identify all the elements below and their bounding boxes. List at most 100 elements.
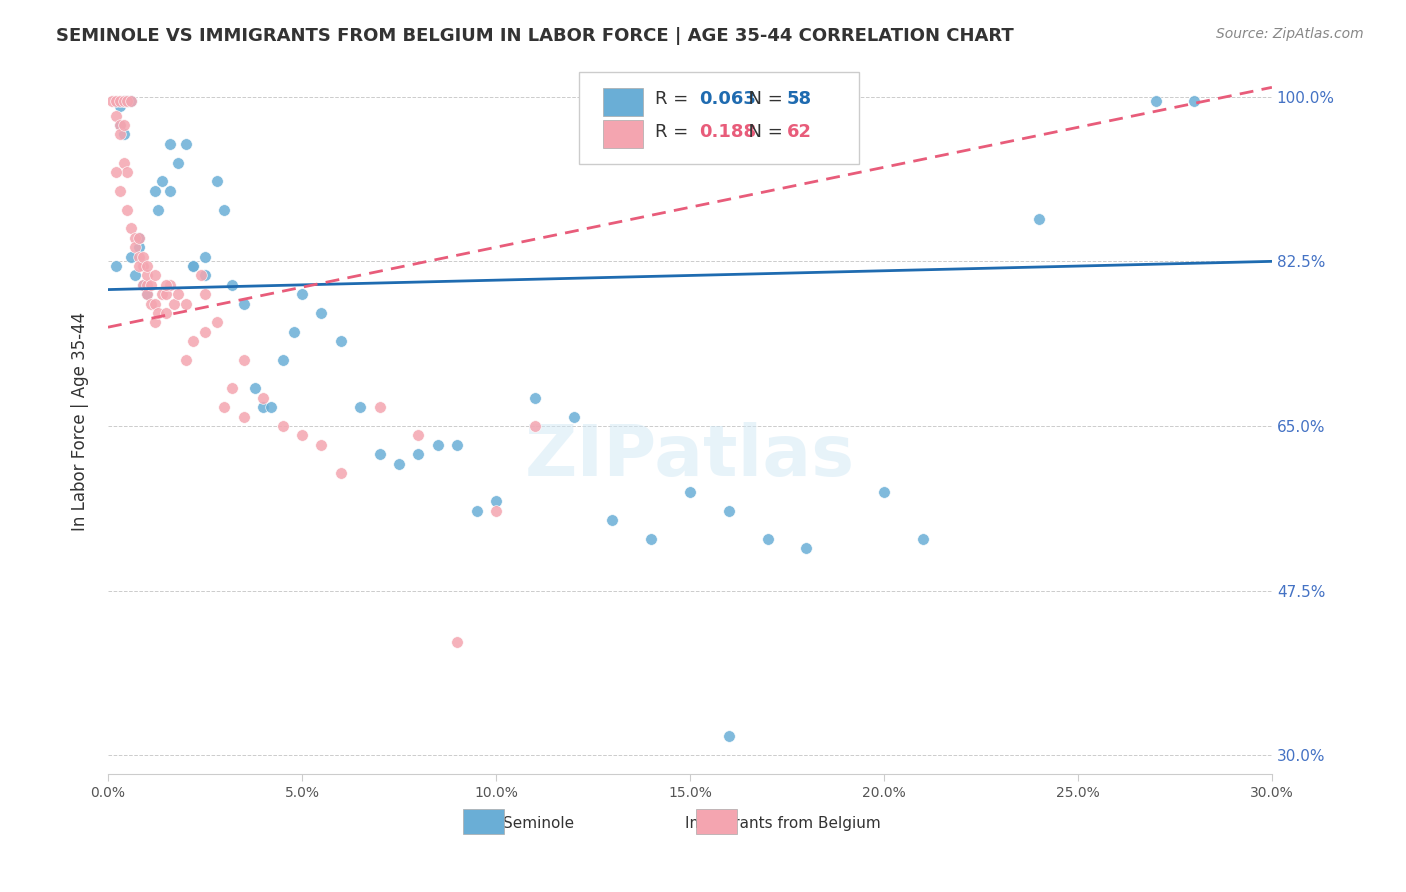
Point: [108, 99, 131, 113]
Point: [174, 296, 197, 310]
Text: 62: 62: [786, 123, 811, 141]
Point: [1028, 212, 1050, 227]
Point: [124, 240, 146, 254]
Point: [1144, 95, 1167, 109]
Point: [159, 184, 181, 198]
Point: [148, 202, 170, 217]
Point: [112, 155, 135, 169]
Point: [329, 466, 352, 480]
Point: [260, 400, 283, 414]
Point: [155, 287, 177, 301]
Point: [756, 532, 779, 546]
Point: [271, 419, 294, 434]
Point: [523, 391, 546, 405]
Point: [128, 259, 150, 273]
Point: [124, 268, 146, 283]
Point: [446, 635, 468, 649]
Point: [221, 381, 243, 395]
Point: [194, 325, 217, 339]
Text: Seminole: Seminole: [503, 816, 574, 831]
Point: [124, 231, 146, 245]
Point: [139, 296, 162, 310]
Point: [132, 277, 155, 292]
Point: [143, 184, 166, 198]
Point: [128, 231, 150, 245]
Point: [205, 174, 228, 188]
FancyBboxPatch shape: [603, 87, 644, 116]
Point: [214, 202, 236, 217]
Point: [311, 306, 333, 320]
Point: [329, 334, 352, 349]
Point: [117, 95, 139, 109]
Point: [139, 277, 162, 292]
Text: Source: ZipAtlas.com: Source: ZipAtlas.com: [1216, 27, 1364, 41]
Point: [155, 277, 177, 292]
Point: [349, 400, 371, 414]
Point: [132, 259, 155, 273]
Point: [174, 136, 197, 151]
Point: [873, 484, 896, 499]
Point: [143, 296, 166, 310]
FancyBboxPatch shape: [463, 809, 503, 834]
Point: [112, 128, 135, 142]
Point: [135, 259, 157, 273]
Point: [485, 494, 508, 508]
Point: [291, 287, 314, 301]
Point: [214, 400, 236, 414]
Point: [135, 287, 157, 301]
Point: [112, 118, 135, 132]
Point: [562, 409, 585, 424]
Point: [794, 541, 817, 556]
Point: [232, 409, 254, 424]
Point: [132, 277, 155, 292]
Point: [717, 503, 740, 517]
Text: 0.063: 0.063: [699, 90, 756, 108]
Point: [135, 268, 157, 283]
FancyBboxPatch shape: [579, 72, 859, 164]
Point: [166, 287, 188, 301]
Point: [163, 296, 186, 310]
Point: [117, 95, 139, 109]
Point: [640, 532, 662, 546]
Text: 58: 58: [786, 90, 811, 108]
Point: [108, 128, 131, 142]
Y-axis label: In Labor Force | Age 35-44: In Labor Force | Age 35-44: [72, 311, 89, 531]
Point: [159, 136, 181, 151]
Point: [717, 730, 740, 744]
Point: [190, 268, 212, 283]
Point: [271, 353, 294, 368]
Point: [368, 447, 391, 461]
Point: [112, 95, 135, 109]
FancyBboxPatch shape: [696, 809, 737, 834]
Text: ZIPatlas: ZIPatlas: [524, 422, 855, 491]
Point: [159, 277, 181, 292]
Point: [148, 306, 170, 320]
Point: [120, 95, 142, 109]
Point: [117, 202, 139, 217]
Text: N =: N =: [737, 123, 787, 141]
Text: 0.188: 0.188: [699, 123, 756, 141]
Point: [194, 250, 217, 264]
Point: [117, 165, 139, 179]
Point: [465, 503, 488, 517]
Point: [128, 250, 150, 264]
Point: [120, 95, 142, 109]
Point: [602, 513, 624, 527]
Point: [120, 250, 142, 264]
Point: [128, 240, 150, 254]
Point: [104, 259, 127, 273]
Point: [485, 503, 508, 517]
Text: SEMINOLE VS IMMIGRANTS FROM BELGIUM IN LABOR FORCE | AGE 35-44 CORRELATION CHART: SEMINOLE VS IMMIGRANTS FROM BELGIUM IN L…: [56, 27, 1014, 45]
Point: [679, 484, 702, 499]
Point: [291, 428, 314, 442]
Point: [388, 457, 411, 471]
Point: [150, 287, 173, 301]
Point: [252, 400, 274, 414]
Point: [183, 259, 205, 273]
Point: [523, 419, 546, 434]
Point: [183, 334, 205, 349]
Text: R =: R =: [655, 123, 695, 141]
Text: Immigrants from Belgium: Immigrants from Belgium: [685, 816, 882, 831]
Point: [143, 316, 166, 330]
Text: R =: R =: [655, 90, 695, 108]
